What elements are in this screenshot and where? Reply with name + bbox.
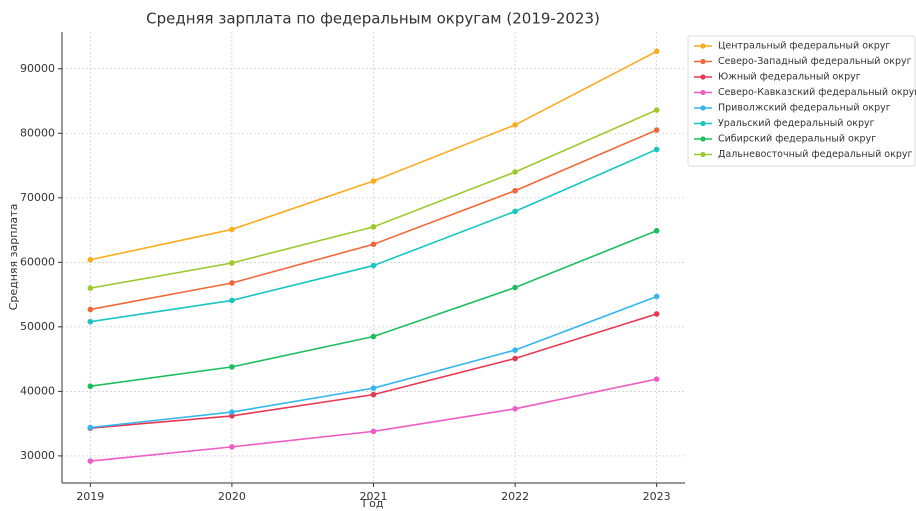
point [87,256,94,263]
legend-label: Уральский федеральный округ [718,118,875,129]
point [653,48,660,55]
point [653,376,660,382]
legend-marker [700,151,706,158]
legend-marker [700,105,706,111]
legend-label: Сибирский федеральный округ [718,134,876,145]
legend-label: Центральный федеральный округ [718,41,890,52]
series-line [90,313,657,429]
point [370,391,377,398]
y-axis-label: Средняя зарплата [7,204,20,311]
point [653,227,660,234]
legend-label: Дальневосточный федеральный округ [718,149,912,160]
point [653,293,660,300]
point [512,122,518,128]
x-tick-label: 2020 [218,490,246,503]
point [370,428,377,435]
x-tick-label: 2021 [360,490,388,503]
point [512,169,518,175]
x-tick-label: 2019 [76,490,104,503]
point [653,311,660,317]
legend-marker [700,58,706,65]
point [229,260,235,266]
point [229,226,235,233]
legend-label: Приволжский федеральный округ [718,103,891,114]
x-tick-label: 2022 [501,490,529,503]
legend-label: Северо-Западный федеральный округ [718,56,912,67]
y-tick-label: 90000 [20,62,55,75]
y-tick-label: 30000 [20,449,55,462]
point [653,127,660,133]
point [653,107,660,113]
point [87,424,94,431]
point [653,146,660,153]
x-tick-label: 2023 [643,490,671,503]
point [512,187,518,194]
point [370,178,377,184]
point [229,409,235,415]
point [512,355,518,362]
point [87,383,94,390]
point [229,444,235,450]
point [370,333,377,340]
series-line [90,148,658,323]
legend-marker [700,74,706,80]
legend-box [687,35,916,167]
point [87,285,94,291]
y-tick-label: 40000 [20,384,55,397]
point [370,262,377,269]
y-tick-label: 70000 [20,191,55,204]
point [229,413,235,419]
point [370,224,377,230]
point [370,385,377,391]
point [512,406,518,412]
legend-label: Южный федеральный округ [718,72,861,83]
point [87,306,94,313]
point [512,208,518,215]
legend-marker [700,136,706,142]
point [229,364,235,370]
point [87,318,94,325]
chart-title: Средняя зарплата по федеральным округам … [146,10,600,28]
y-tick-label: 50000 [20,320,55,333]
point [229,297,235,304]
legend-marker [700,120,706,127]
legend: Центральный федеральный округ Северо-Запа… [687,35,916,167]
legend-marker [700,43,706,49]
legend-label: Северо-Кавказский федеральный округ [718,87,916,98]
y-tick-label: 80000 [20,126,55,139]
point [512,284,518,291]
point [512,347,518,353]
legend-marker [700,89,706,96]
point [229,280,235,286]
point [370,241,377,248]
y-tick-label: 60000 [20,255,55,268]
x-axis-label: Год [362,497,383,510]
point [87,458,94,464]
